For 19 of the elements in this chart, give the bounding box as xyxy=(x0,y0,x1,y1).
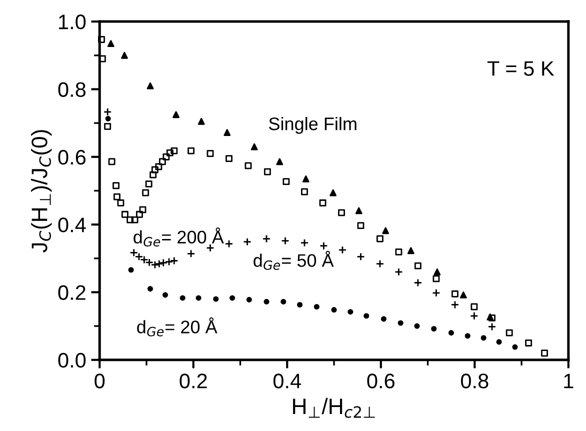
series-label: d$_{Ge}$= 50 Å xyxy=(254,250,334,270)
series-label: Single Film xyxy=(269,116,356,134)
x-tick-label: 0.2 xyxy=(180,374,207,388)
series-label: d$_{Ge}$= 200 Å xyxy=(134,228,224,246)
x-axis-title: H$_{⊥}$/H$_{c2⊥}$ xyxy=(293,398,375,418)
x-tick-label: 0.4 xyxy=(273,374,302,388)
y-tick-label: 0.6 xyxy=(58,150,86,165)
y-tick-label: 0.8 xyxy=(58,82,86,97)
y-tick-label: 1.0 xyxy=(59,14,86,30)
annotation: T = 5 K xyxy=(487,61,554,76)
y-tick-label: 0.2 xyxy=(58,285,86,300)
series-label: d$_{Ge}$= 20 Å xyxy=(137,317,218,336)
y-tick-label: 0.0 xyxy=(58,352,86,368)
y-tick-label: 0.4 xyxy=(58,218,86,232)
x-tick-label: 0.8 xyxy=(460,374,488,388)
x-tick-label: 1 xyxy=(564,374,574,388)
x-tick-label: 0.6 xyxy=(367,374,394,388)
y-axis-title: J$_{C}$(H$_{⊥}$)/J$_{C}$(0) xyxy=(31,130,52,252)
x-tick-label: 0 xyxy=(94,374,105,388)
